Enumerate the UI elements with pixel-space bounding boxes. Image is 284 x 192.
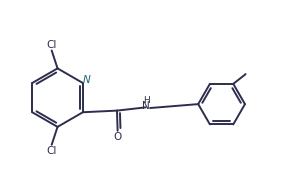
Text: N: N (142, 101, 150, 111)
Text: N: N (83, 75, 91, 85)
Text: Cl: Cl (47, 146, 57, 156)
Text: H: H (143, 96, 150, 105)
Text: O: O (114, 132, 122, 142)
Text: Cl: Cl (47, 40, 57, 50)
